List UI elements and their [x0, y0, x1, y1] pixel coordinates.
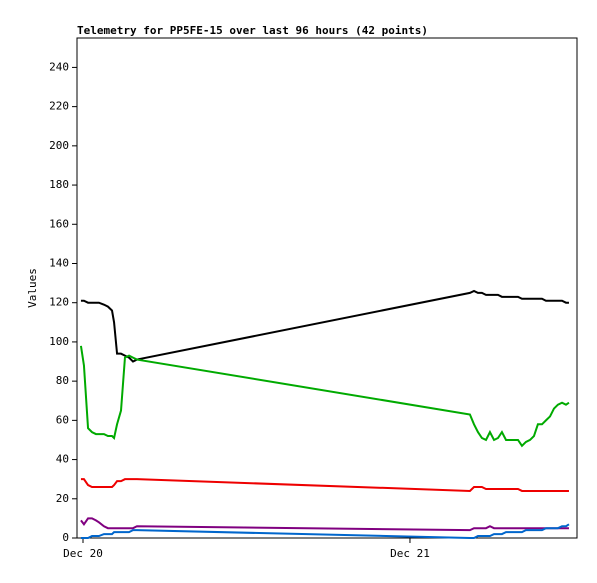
y-tick-label: 200: [49, 139, 69, 152]
y-tick-label: 220: [49, 100, 69, 113]
x-tick-label: Dec 20: [63, 547, 103, 560]
y-tick-label: 20: [56, 492, 69, 505]
y-tick-label: 40: [56, 453, 69, 466]
y-axis-label: Values: [26, 268, 39, 308]
y-tick-label: 160: [49, 217, 69, 230]
series-line: [80, 523, 570, 539]
y-tick-label: 80: [56, 374, 69, 387]
chart-title: Telemetry for PP5FE-15 over last 96 hour…: [77, 24, 428, 37]
plot-frame: [76, 37, 578, 539]
y-tick-label: 240: [49, 60, 69, 73]
y-tick-label: 0: [62, 531, 69, 544]
series-line: [80, 478, 569, 492]
y-tick-label: 140: [49, 256, 69, 269]
series-line: [80, 289, 569, 363]
y-tick-label: 120: [49, 296, 69, 309]
y-tick-label: 60: [56, 413, 69, 426]
x-tick-label: Dec 21: [390, 547, 430, 560]
series-line: [80, 517, 569, 532]
y-tick-label: 180: [49, 178, 69, 191]
series-line: [79, 345, 570, 448]
y-tick-label: 100: [49, 335, 69, 348]
